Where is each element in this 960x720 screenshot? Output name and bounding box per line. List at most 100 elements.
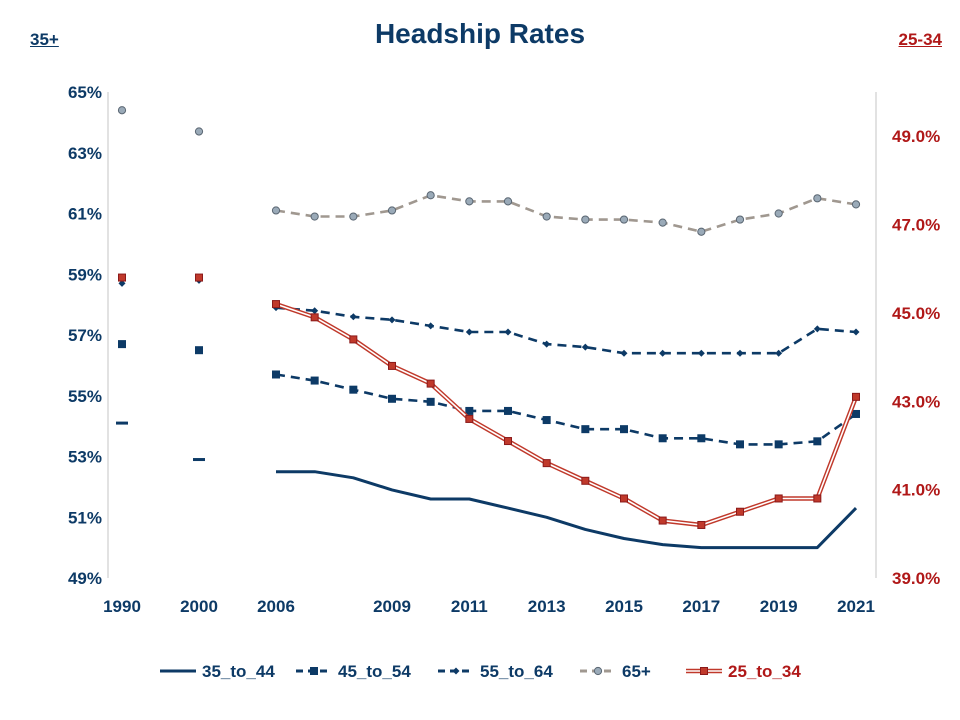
right-tick-label: 39.0% — [892, 569, 940, 588]
data-point-25-to-34 — [388, 361, 396, 370]
data-point-65- — [697, 227, 706, 236]
data-point-55-to-64 — [620, 349, 628, 357]
data-point-45-to-54 — [388, 394, 396, 403]
data-point-45-to-54 — [272, 370, 280, 379]
x-tick-label: 2015 — [605, 597, 643, 616]
data-point-45-to-54 — [697, 434, 706, 443]
x-tick-label: 2006 — [257, 597, 295, 616]
data-point-65- — [774, 209, 783, 218]
data-point-25-to-34 — [118, 273, 126, 282]
data-point-25-to-34 — [426, 379, 435, 388]
data-point-25-to-34 — [272, 300, 280, 309]
data-point-65- — [117, 106, 127, 115]
data-point-55-to-64 — [504, 328, 512, 336]
series-line-inner-25-to-34 — [275, 303, 857, 526]
chart-title: Headship Rates — [374, 18, 586, 49]
data-point-45-to-54 — [542, 416, 551, 425]
data-point-45-to-54 — [774, 440, 783, 449]
data-point-45-to-54 — [195, 346, 203, 355]
data-point-25-to-34 — [504, 437, 512, 446]
right-axis-label: 25-34 — [898, 30, 942, 49]
data-point-45-to-54 — [736, 440, 744, 449]
right-tick-label: 45.0% — [892, 304, 940, 323]
left-tick-label: 63% — [68, 144, 102, 163]
data-point-55-to-64 — [852, 328, 860, 336]
right-tick-label: 43.0% — [892, 392, 940, 411]
legend-marker-55-to-64 — [452, 667, 460, 675]
x-tick-label: 2017 — [682, 597, 720, 616]
left-tick-label: 49% — [68, 569, 102, 588]
data-point-55-to-64 — [311, 307, 319, 315]
data-point-25-to-34 — [349, 335, 358, 344]
x-tick-label: 2021 — [837, 597, 875, 616]
data-point-45-to-54 — [349, 385, 358, 394]
data-point-25-to-34 — [310, 313, 319, 322]
data-point-25-to-34 — [542, 459, 551, 468]
x-tick-label: 2013 — [528, 597, 566, 616]
left-tick-label: 61% — [68, 205, 102, 224]
right-tick-label: 49.0% — [892, 127, 940, 146]
data-point-45-to-54 — [813, 437, 822, 446]
data-point-65- — [310, 212, 319, 221]
data-point-55-to-64 — [813, 325, 821, 333]
data-point-65- — [658, 218, 667, 227]
data-point-25-to-34 — [195, 273, 203, 282]
legend-label-55-to-64: 55_to_64 — [480, 662, 553, 681]
data-point-45-to-54 — [465, 406, 474, 415]
data-point-45-to-54 — [310, 376, 319, 385]
series-line-55-to-64 — [275, 306, 857, 355]
data-point-55-to-64 — [118, 279, 126, 287]
data-point-65- — [813, 194, 822, 203]
data-point-25-to-34 — [852, 392, 860, 401]
left-tick-label: 59% — [68, 265, 102, 284]
data-point-55-to-64 — [543, 340, 551, 348]
data-point-55-to-64 — [659, 349, 667, 357]
data-point-65- — [387, 206, 397, 215]
right-tick-label: 47.0% — [892, 216, 940, 235]
data-point-45-to-54 — [118, 340, 126, 349]
data-point-65- — [194, 127, 204, 136]
data-point-65- — [271, 206, 281, 215]
series-line-25-to-34 — [275, 301, 859, 528]
data-point-45-to-54 — [504, 406, 512, 415]
left-tick-label: 57% — [68, 326, 102, 345]
legend-label-25-to-34: 25_to_34 — [728, 662, 801, 681]
series-line-45-to-54 — [275, 373, 857, 446]
data-point-65- — [426, 191, 435, 200]
data-point-25-to-34 — [658, 516, 667, 525]
data-point-25-to-34 — [736, 507, 744, 516]
left-tick-label: 51% — [68, 508, 102, 527]
legend-marker-25-to-34 — [700, 667, 708, 675]
data-point-45-to-54 — [658, 434, 667, 443]
series-line-65- — [275, 194, 857, 233]
x-tick-label: 2011 — [451, 597, 488, 616]
data-point-65- — [503, 197, 513, 206]
data-point-65- — [851, 200, 861, 209]
left-tick-label: 65% — [68, 83, 102, 102]
data-point-55-to-64 — [465, 328, 473, 336]
left-tick-label: 55% — [68, 387, 102, 406]
data-point-25-to-34 — [697, 520, 706, 529]
data-point-25-to-34 — [581, 476, 590, 485]
data-point-45-to-54 — [620, 425, 628, 434]
data-point-65- — [581, 215, 590, 224]
data-point-25-to-34 — [774, 494, 783, 503]
legend-label-65-: 65+ — [622, 662, 651, 681]
left-tick-label: 53% — [68, 448, 102, 467]
data-point-45-to-54 — [426, 397, 435, 406]
x-tick-label: 2000 — [180, 597, 218, 616]
data-point-55-to-64 — [388, 316, 396, 324]
data-point-55-to-64 — [349, 313, 357, 321]
data-point-65- — [735, 215, 745, 224]
data-point-25-to-34 — [620, 494, 628, 503]
legend-label-45-to-54: 45_to_54 — [338, 662, 411, 681]
data-point-65- — [349, 212, 358, 221]
data-point-65- — [542, 212, 551, 221]
legend-label-35-to-44: 35_to_44 — [202, 662, 275, 681]
left-axis-label: 35+ — [30, 30, 59, 49]
data-point-55-to-64 — [697, 349, 705, 357]
series-line-35-to-44 — [276, 470, 858, 550]
data-point-55-to-64 — [581, 343, 589, 351]
x-tick-label: 2009 — [373, 597, 411, 616]
